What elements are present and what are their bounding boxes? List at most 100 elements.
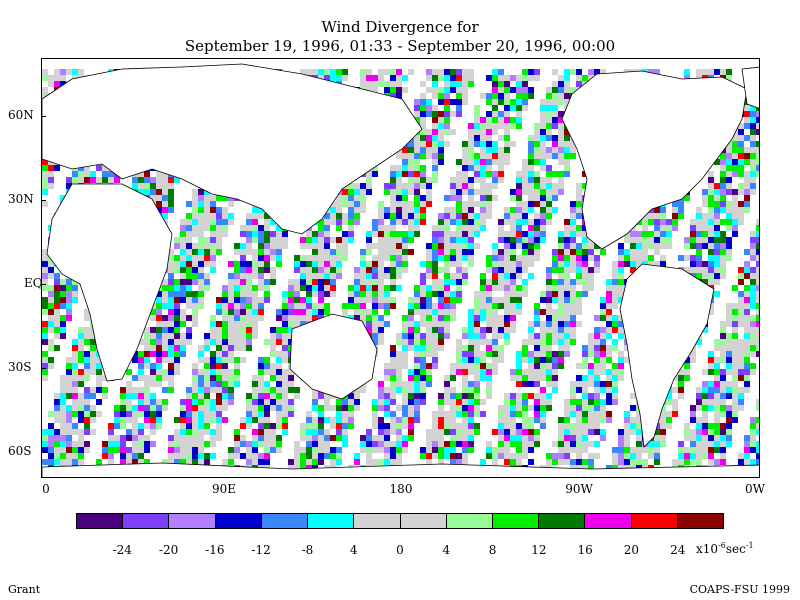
divergence-cell <box>516 357 522 363</box>
divergence-cell <box>216 207 222 213</box>
divergence-cell <box>456 231 462 237</box>
divergence-cell <box>222 225 228 231</box>
divergence-cell <box>552 285 558 291</box>
divergence-cell <box>324 399 330 405</box>
divergence-cell <box>594 315 600 321</box>
divergence-cell <box>528 207 534 213</box>
divergence-cell <box>588 279 594 285</box>
divergence-cell <box>174 351 180 357</box>
divergence-cell <box>348 393 354 399</box>
divergence-cell <box>144 363 150 369</box>
divergence-cell <box>732 417 738 423</box>
divergence-cell <box>576 195 582 201</box>
divergence-cell <box>528 171 534 177</box>
divergence-cell <box>42 87 48 93</box>
divergence-cell <box>576 321 582 327</box>
divergence-cell <box>174 429 180 435</box>
divergence-cell <box>240 303 246 309</box>
divergence-cell <box>252 387 258 393</box>
divergence-cell <box>216 411 222 417</box>
divergence-cell <box>636 249 642 255</box>
divergence-cell <box>462 177 468 183</box>
divergence-cell <box>222 363 228 369</box>
divergence-cell <box>132 387 138 393</box>
divergence-cell <box>114 405 120 411</box>
divergence-cell <box>60 195 66 201</box>
divergence-cell <box>180 321 186 327</box>
divergence-cell <box>294 321 300 327</box>
divergence-cell <box>372 315 378 321</box>
divergence-cell <box>750 333 756 339</box>
divergence-cell <box>456 399 462 405</box>
divergence-cell <box>150 423 156 429</box>
divergence-cell <box>744 195 750 201</box>
divergence-cell <box>534 135 540 141</box>
divergence-cell <box>558 351 564 357</box>
divergence-cell <box>168 207 174 213</box>
divergence-cell <box>54 303 60 309</box>
divergence-cell <box>60 381 66 387</box>
divergence-cell <box>354 303 360 309</box>
divergence-cell <box>384 273 390 279</box>
divergence-cell <box>612 261 618 267</box>
divergence-cell <box>372 399 378 405</box>
divergence-cell <box>558 249 564 255</box>
divergence-cell <box>756 351 759 357</box>
divergence-cell <box>198 393 204 399</box>
divergence-cell <box>540 345 546 351</box>
divergence-cell <box>492 75 498 81</box>
divergence-cell <box>492 303 498 309</box>
divergence-cell <box>390 369 396 375</box>
divergence-cell <box>66 69 72 75</box>
divergence-cell <box>750 231 756 237</box>
divergence-cell <box>252 327 258 333</box>
divergence-cell <box>744 147 750 153</box>
divergence-cell <box>144 417 150 423</box>
divergence-cell <box>336 195 342 201</box>
divergence-cell <box>300 429 306 435</box>
divergence-cell <box>480 171 486 177</box>
divergence-cell <box>738 129 744 135</box>
divergence-cell <box>462 75 468 81</box>
divergence-cell <box>564 303 570 309</box>
divergence-cell <box>390 183 396 189</box>
divergence-cell <box>432 81 438 87</box>
divergence-cell <box>72 363 78 369</box>
divergence-cell <box>534 339 540 345</box>
divergence-cell <box>462 393 468 399</box>
divergence-cell <box>102 177 108 183</box>
divergence-cell <box>48 315 54 321</box>
divergence-cell <box>426 309 432 315</box>
divergence-cell <box>498 417 504 423</box>
divergence-cell <box>420 309 426 315</box>
divergence-cell <box>570 321 576 327</box>
divergence-cell <box>168 351 174 357</box>
divergence-cell <box>348 189 354 195</box>
divergence-cell <box>210 357 216 363</box>
divergence-cell <box>552 93 558 99</box>
divergence-cell <box>42 279 48 285</box>
divergence-cell <box>156 201 162 207</box>
divergence-cell <box>390 81 396 87</box>
divergence-cell <box>84 387 90 393</box>
divergence-cell <box>366 327 372 333</box>
divergence-cell <box>216 339 222 345</box>
divergence-cell <box>78 405 84 411</box>
divergence-cell <box>456 393 462 399</box>
divergence-cell <box>474 177 480 183</box>
divergence-cell <box>516 117 522 123</box>
divergence-cell <box>606 279 612 285</box>
divergence-cell <box>438 321 444 327</box>
divergence-cell <box>414 159 420 165</box>
divergence-cell <box>486 291 492 297</box>
divergence-cell <box>390 225 396 231</box>
divergence-cell <box>324 273 330 279</box>
divergence-cell <box>444 327 450 333</box>
divergence-cell <box>348 399 354 405</box>
divergence-cell <box>474 165 480 171</box>
divergence-cell <box>450 129 456 135</box>
divergence-cell <box>96 375 102 381</box>
divergence-cell <box>162 303 168 309</box>
divergence-cell <box>180 339 186 345</box>
divergence-cell <box>432 285 438 291</box>
